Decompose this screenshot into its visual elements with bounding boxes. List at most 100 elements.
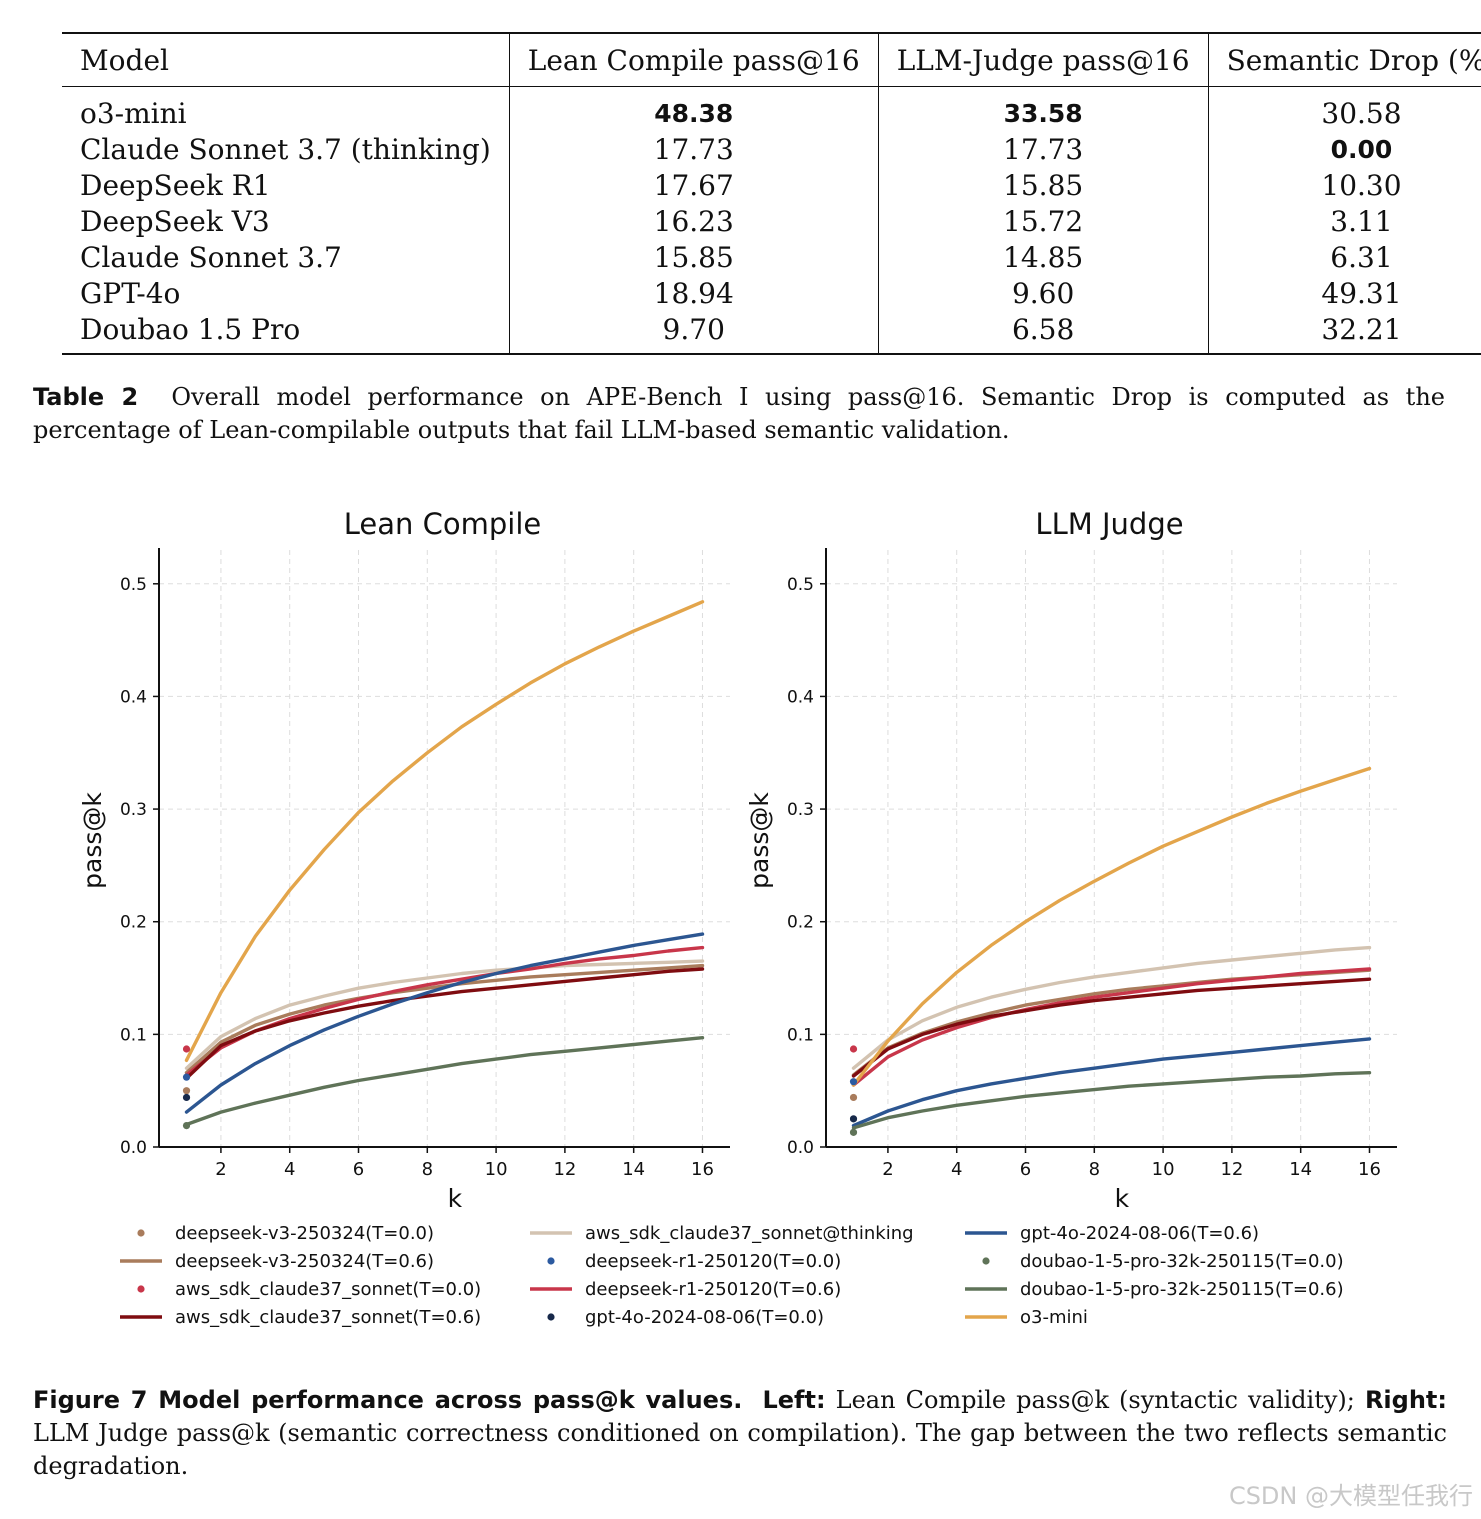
y-tick-label: 0.4 (787, 687, 814, 707)
header-judge: LLM-Judge pass@16 (877, 33, 1209, 87)
x-tick-label: 10 (485, 1159, 508, 1180)
header-lean: Lean Compile pass@16 (508, 33, 879, 87)
cell-drop: 30.58 (1207, 86, 1481, 131)
y-tick-label: 0.2 (787, 913, 814, 933)
data-point (182, 1045, 191, 1053)
legend-label: aws_sdk_claude37_sonnet@thinking (585, 1223, 914, 1244)
figure-legend: deepseek-v3-250324(T=0.0) deepseek-v3-250… (120, 1223, 1344, 1328)
data-point (849, 1093, 858, 1102)
x-tick-label: 16 (691, 1159, 714, 1180)
legend-label: deepseek-r1-250120(T=0.0) (585, 1251, 841, 1272)
cell-lean: 9.70 (508, 311, 879, 354)
cell-judge: 9.60 (877, 275, 1209, 311)
data-point (849, 1078, 858, 1086)
data-point (182, 1087, 191, 1095)
chart-title: LLM Judge (1035, 507, 1183, 541)
y-tick-label: 0.5 (120, 575, 147, 595)
series-line (851, 977, 1372, 1078)
cell-lean: 15.85 (508, 239, 879, 275)
chart-lean-compile: 0.0 0.1 0.2 0.3 0.4 0.5 2 4 6 8 10 12 14 16 Lean Compi… (78, 507, 730, 1213)
cell-model: o3-mini (80, 96, 187, 130)
cell-model: DeepSeek V3 (80, 204, 270, 238)
x-axis-label: k (1115, 1184, 1130, 1213)
cell-drop: 6.31 (1207, 239, 1481, 275)
data-point (182, 1073, 191, 1081)
series-line (851, 1037, 1372, 1128)
data-point (849, 1045, 858, 1053)
legend-point-marker (982, 1257, 990, 1265)
cell-judge: 15.85 (877, 167, 1209, 203)
y-tick-label: 0.1 (787, 1025, 814, 1045)
cell-model: Claude Sonnet 3.7 (80, 240, 342, 274)
header-drop: Semantic Drop (%) (1207, 33, 1481, 87)
cell-drop: 49.31 (1207, 275, 1481, 311)
x-tick-label: 8 (422, 1159, 433, 1180)
cell-model: Doubao 1.5 Pro (80, 312, 301, 346)
x-tick-label: 6 (1020, 1159, 1031, 1180)
cell-drop: 3.11 (1207, 203, 1481, 239)
cell-lean: 16.23 (508, 203, 879, 239)
legend-label: deepseek-v3-250324(T=0.0) (175, 1223, 434, 1244)
table-row: o3-mini 48.38 33.58 30.58 (62, 86, 1481, 131)
legend-label: o3-mini (1020, 1307, 1088, 1328)
data-point (182, 1121, 191, 1130)
cell-judge: 17.73 (877, 131, 1209, 167)
x-axis-label: k (448, 1184, 463, 1213)
header-model: Model (80, 43, 169, 77)
x-tick-label: 14 (622, 1159, 645, 1180)
cell-lean: 17.67 (508, 167, 879, 203)
legend-label: doubao-1-5-pro-32k-250115(T=0.6) (1020, 1279, 1344, 1300)
table-caption-text: Overall model performance on APE-Bench I… (33, 383, 1445, 444)
x-tick-label: 16 (1358, 1159, 1381, 1180)
data-point (182, 1093, 191, 1102)
y-tick-label: 0.5 (787, 575, 814, 595)
y-axis-label: pass@k (78, 792, 107, 889)
cell-model: DeepSeek R1 (80, 168, 271, 202)
legend-label: deepseek-r1-250120(T=0.6) (585, 1279, 841, 1300)
y-tick-label: 0.4 (120, 687, 147, 707)
cell-judge: 6.58 (877, 311, 1209, 354)
x-tick-label: 4 (951, 1159, 962, 1180)
chart-title: Lean Compile (344, 507, 541, 541)
cell-judge: 33.58 (877, 86, 1209, 131)
figure-caption-right-text: LLM Judge pass@k (semantic correctness c… (33, 1419, 1447, 1480)
legend-label: gpt-4o-2024-08-06(T=0.0) (585, 1307, 824, 1328)
series-line (184, 932, 705, 1114)
series-line (184, 959, 705, 1070)
table-header-row: Model Lean Compile pass@16 LLM-Judge pas… (62, 33, 1481, 87)
cell-judge: 15.72 (877, 203, 1209, 239)
figure-7: 0.0 0.1 0.2 0.3 0.4 0.5 2 4 6 8 10 12 14 16 Lean Compi… (78, 507, 1397, 1328)
y-tick-label: 0.3 (120, 800, 147, 820)
cell-drop: 0.00 (1207, 131, 1481, 167)
y-tick-label: 0.1 (120, 1025, 147, 1045)
table-caption: Table 2 Overall model performance on APE… (33, 381, 1445, 447)
cell-judge: 14.85 (877, 239, 1209, 275)
cell-lean: 48.38 (508, 86, 879, 131)
series-line (184, 945, 705, 1077)
series-line (851, 1071, 1372, 1130)
results-table: Model Lean Compile pass@16 LLM-Judge pas… (62, 32, 1481, 355)
series-line (184, 1036, 705, 1127)
series-line (851, 766, 1372, 1087)
table-row: DeepSeek V3 16.23 15.72 3.11 (62, 203, 1481, 239)
data-point (849, 1128, 858, 1136)
series-line (851, 945, 1372, 1070)
y-axis-label: pass@k (745, 792, 774, 889)
legend-label: gpt-4o-2024-08-06(T=0.6) (1020, 1223, 1259, 1244)
x-tick-label: 2 (215, 1159, 226, 1180)
x-tick-label: 2 (882, 1159, 893, 1180)
y-tick-label: 0.2 (120, 913, 147, 933)
figure-caption-left-text: Lean Compile pass@k (syntactic validity)… (835, 1386, 1355, 1414)
series-line (184, 600, 705, 1062)
cell-model: Claude Sonnet 3.7 (thinking) (80, 132, 491, 166)
table-row: GPT-4o 18.94 9.60 49.31 (62, 275, 1481, 311)
x-tick-label: 8 (1089, 1159, 1100, 1180)
table-row: Doubao 1.5 Pro 9.70 6.58 32.21 (62, 311, 1481, 354)
table-row: Claude Sonnet 3.7 15.85 14.85 6.31 (62, 239, 1481, 275)
legend-point-marker (547, 1257, 555, 1265)
results-table-wrap: Model Lean Compile pass@16 LLM-Judge pas… (62, 32, 1481, 355)
x-tick-label: 10 (1152, 1159, 1175, 1180)
x-tick-label: 12 (1220, 1159, 1243, 1180)
y-tick-label: 0.0 (120, 1138, 147, 1158)
legend-point-marker (547, 1313, 555, 1321)
